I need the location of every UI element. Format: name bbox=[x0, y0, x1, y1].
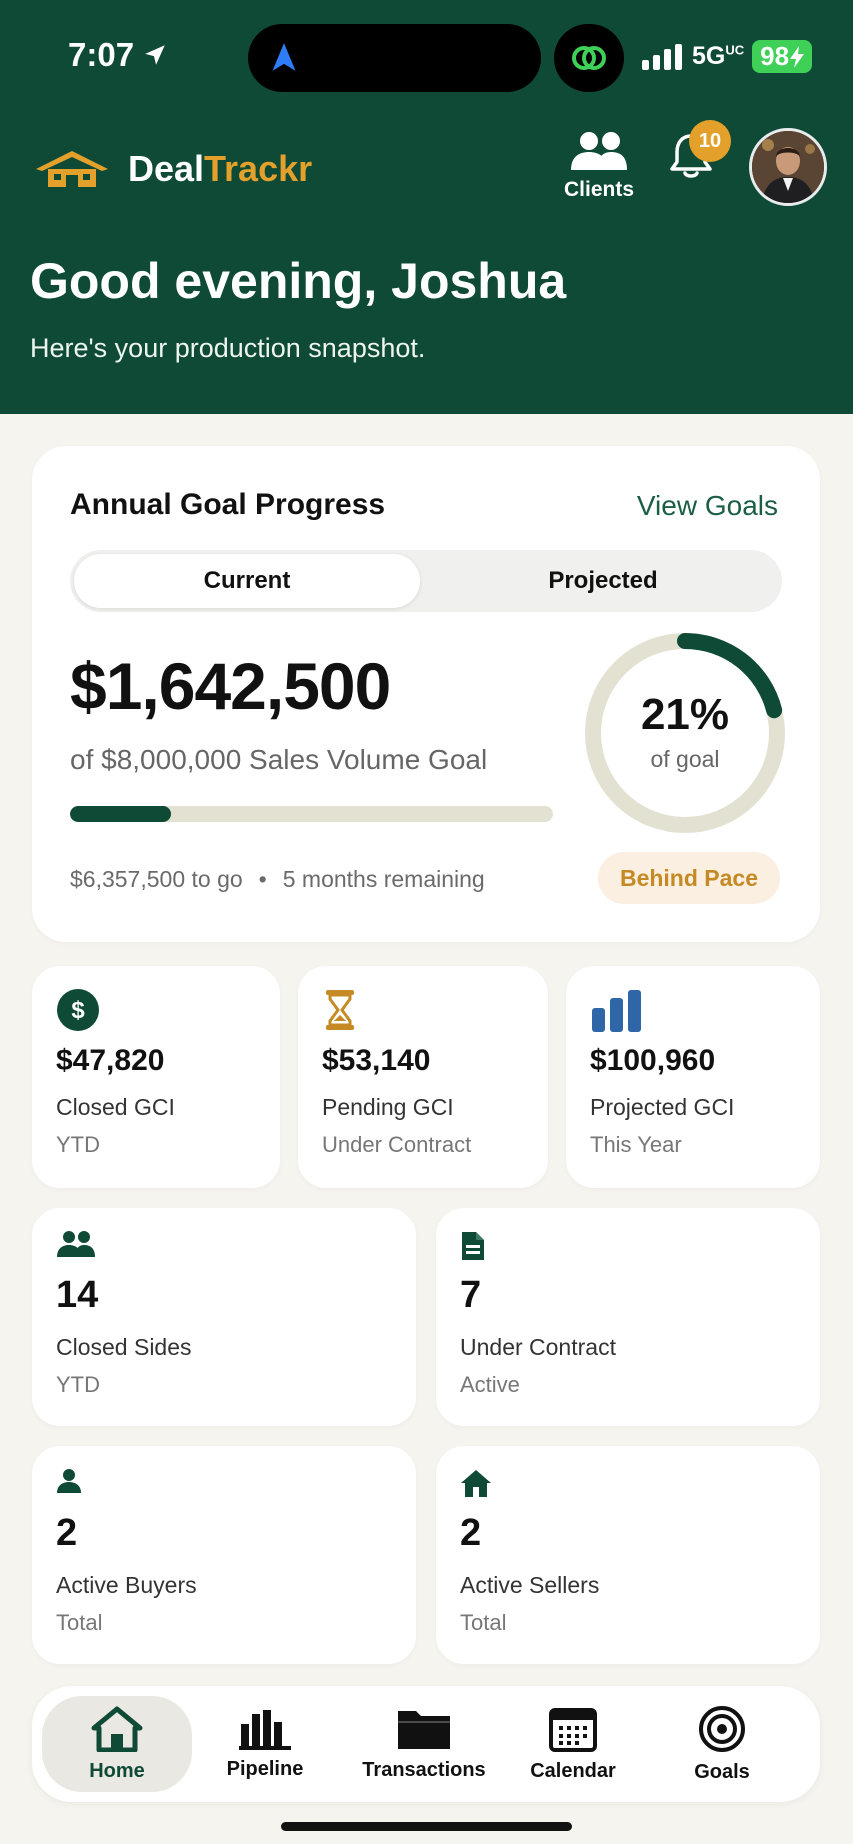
goal-progress-ring: 21% of goal bbox=[580, 628, 790, 838]
stat-card-active-sellers[interactable]: 2 Active Sellers Total bbox=[436, 1446, 820, 1664]
tab-pipeline[interactable]: Pipeline bbox=[190, 1696, 340, 1792]
charging-bolt-icon bbox=[790, 45, 805, 68]
stat-label: Active Sellers bbox=[460, 1572, 600, 1598]
goal-view-toggle: Current Projected bbox=[70, 550, 782, 612]
stat-label: Under Contract bbox=[460, 1334, 616, 1360]
stat-value: $100,960 bbox=[590, 1044, 716, 1077]
person-icon bbox=[57, 1469, 81, 1493]
stat-card-closed-sides[interactable]: 14 Closed Sides YTD bbox=[32, 1208, 416, 1426]
calendar-icon bbox=[549, 1707, 597, 1752]
months-remaining: 5 months remaining bbox=[282, 866, 485, 892]
header: 7:07 5GUC 98 DealTrackr Client bbox=[0, 0, 853, 414]
stat-value: 2 bbox=[56, 1512, 78, 1554]
goal-footer: $6,357,500 to go • 5 months remaining bbox=[70, 866, 485, 893]
stat-sublabel: Total bbox=[56, 1610, 103, 1635]
tab-goals[interactable]: Goals bbox=[647, 1696, 797, 1792]
tab-home[interactable]: Home bbox=[42, 1696, 192, 1792]
stat-sublabel: Under Contract bbox=[322, 1132, 472, 1157]
home-indicator[interactable] bbox=[281, 1822, 572, 1831]
greeting-subtitle: Here's your production snapshot. bbox=[30, 333, 426, 363]
goal-progress-bar bbox=[70, 806, 553, 822]
footer-separator: • bbox=[258, 866, 267, 892]
pipeline-chart-icon bbox=[239, 1709, 291, 1750]
status-icons: 5GUC 98 bbox=[642, 40, 813, 73]
amount-to-go: $6,357,500 to go bbox=[70, 866, 243, 892]
clients-button[interactable]: Clients bbox=[559, 130, 639, 202]
greeting-title: Good evening, Joshua bbox=[30, 253, 567, 309]
stat-label: Projected GCI bbox=[590, 1094, 735, 1120]
battery-indicator: 98 bbox=[752, 40, 813, 73]
house-icon bbox=[461, 1470, 491, 1497]
people-icon bbox=[571, 132, 627, 170]
goal-percent: 21% bbox=[640, 690, 730, 739]
dynamic-island bbox=[248, 24, 541, 92]
status-time-text: 7:07 bbox=[68, 36, 135, 73]
notification-badge: 10 bbox=[689, 120, 731, 162]
stat-sublabel: YTD bbox=[56, 1372, 100, 1397]
pace-status-badge: Behind Pace bbox=[598, 852, 780, 904]
goal-progress-fill bbox=[70, 806, 172, 822]
tab-label: Transactions bbox=[362, 1758, 486, 1781]
house-logo-icon bbox=[36, 151, 108, 187]
tab-label: Pipeline bbox=[226, 1757, 304, 1780]
tab-label: Home bbox=[89, 1759, 145, 1782]
stat-label: Active Buyers bbox=[56, 1572, 197, 1598]
stat-value: 2 bbox=[460, 1512, 482, 1554]
folder-icon bbox=[398, 1710, 450, 1749]
svg-text:$: $ bbox=[71, 997, 85, 1024]
network-type: 5GUC bbox=[692, 42, 745, 70]
home-icon bbox=[91, 1706, 143, 1752]
clients-label: Clients bbox=[563, 178, 634, 201]
stat-label: Closed Sides bbox=[56, 1334, 192, 1360]
view-goals-link[interactable]: View Goals bbox=[636, 490, 778, 521]
bottom-tab-bar: Home Pipeline Transactions Calendar bbox=[32, 1686, 820, 1802]
tab-current[interactable]: Current bbox=[74, 554, 420, 608]
stat-sublabel: Total bbox=[460, 1610, 507, 1635]
navigation-arrow-icon bbox=[272, 43, 296, 71]
progress-ring-graphic bbox=[585, 633, 785, 833]
stat-sublabel: YTD bbox=[56, 1132, 100, 1157]
hourglass-icon bbox=[326, 990, 354, 1030]
battery-level: 98 bbox=[760, 41, 790, 71]
profile-photo bbox=[752, 131, 824, 203]
signal-icon bbox=[642, 43, 682, 70]
stat-sublabel: This Year bbox=[590, 1132, 682, 1157]
target-icon bbox=[699, 1705, 745, 1752]
status-time: 7:07 bbox=[68, 36, 168, 74]
dollar-circle-icon: $ bbox=[57, 989, 99, 1031]
live-activity-icon bbox=[554, 24, 624, 92]
stat-card-under-contract[interactable]: 7 Under Contract Active bbox=[436, 1208, 820, 1426]
tab-label: Calendar bbox=[530, 1759, 616, 1782]
stat-card-projected-gci[interactable]: $100,960 Projected GCI This Year bbox=[566, 966, 820, 1188]
goal-card-title: Annual Goal Progress bbox=[70, 488, 386, 521]
goal-percent-label: of goal bbox=[650, 746, 720, 772]
stat-value: $47,820 bbox=[56, 1044, 165, 1077]
stat-sublabel: Active bbox=[460, 1372, 520, 1397]
bar-chart-icon bbox=[592, 990, 641, 1032]
stat-card-active-buyers[interactable]: 2 Active Buyers Total bbox=[32, 1446, 416, 1664]
stat-value: $53,140 bbox=[322, 1044, 431, 1077]
annual-goal-card: Annual Goal Progress View Goals Current … bbox=[32, 446, 820, 942]
people-icon bbox=[57, 1231, 95, 1257]
stat-value: 14 bbox=[56, 1274, 99, 1316]
tab-label: Goals bbox=[694, 1760, 750, 1783]
tab-calendar[interactable]: Calendar bbox=[498, 1696, 648, 1792]
brand-name: DealTrackr bbox=[128, 148, 313, 189]
tab-projected[interactable]: Projected bbox=[548, 567, 658, 594]
location-arrow-icon bbox=[145, 45, 165, 65]
stat-card-closed-gci[interactable]: $ $47,820 Closed GCI YTD bbox=[32, 966, 280, 1188]
tab-transactions[interactable]: Transactions bbox=[346, 1696, 502, 1792]
stat-value: 7 bbox=[460, 1274, 482, 1316]
goal-amount: $1,642,500 bbox=[70, 649, 391, 723]
brand-logo[interactable]: DealTrackr bbox=[32, 148, 312, 190]
stat-card-pending-gci[interactable]: $53,140 Pending GCI Under Contract bbox=[298, 966, 548, 1188]
document-icon bbox=[462, 1232, 484, 1260]
goal-subtitle: of $8,000,000 Sales Volume Goal bbox=[70, 744, 488, 775]
stat-label: Closed GCI bbox=[56, 1094, 175, 1120]
avatar[interactable] bbox=[749, 128, 827, 206]
stat-label: Pending GCI bbox=[322, 1094, 454, 1120]
